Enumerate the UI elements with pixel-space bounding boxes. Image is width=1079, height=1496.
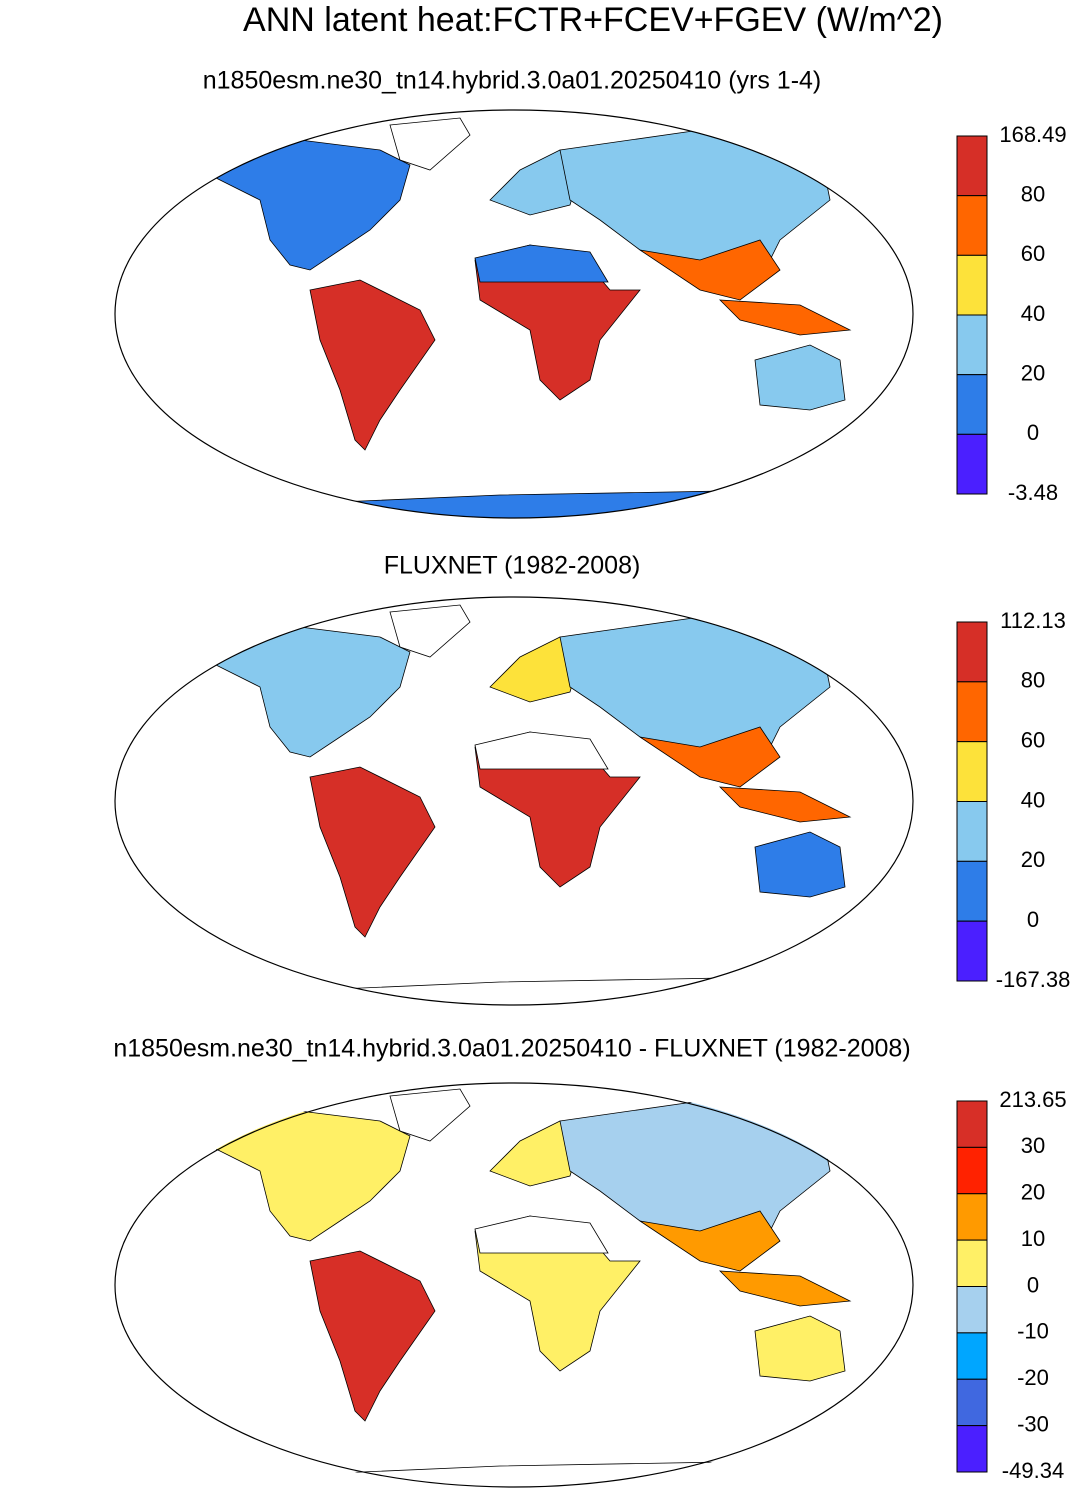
colorbar-label: 20 — [1021, 1180, 1045, 1205]
colorbar-box — [956, 860, 988, 922]
colorbar-label: 30 — [1021, 1133, 1045, 1158]
colorbar-label: 60 — [1021, 241, 1045, 266]
colorbar-label: 80 — [1021, 668, 1045, 693]
colorbar-label: -167.38 — [996, 967, 1071, 992]
panel-subtitle: n1850esm.ne30_tn14.hybrid.3.0a01.2025041… — [203, 67, 822, 95]
colorbar-box — [956, 920, 988, 982]
map-panel — [114, 109, 914, 520]
colorbar-box — [956, 1378, 988, 1427]
colorbar-label: -20 — [1017, 1365, 1049, 1390]
colorbar-box — [956, 801, 988, 862]
colorbar-box — [956, 433, 988, 495]
colorbar-box — [956, 681, 988, 743]
colorbar-box — [956, 1332, 988, 1380]
colorbar-label: 40 — [1021, 301, 1045, 326]
colorbar-label: 0 — [1027, 420, 1039, 445]
colorbar-box — [956, 1425, 988, 1473]
colorbar-label: 40 — [1021, 787, 1045, 812]
colorbar-box — [956, 621, 988, 683]
colorbar-box — [956, 195, 988, 256]
colorbar-label: 80 — [1021, 181, 1045, 206]
colorbar-label: 168.49 — [999, 122, 1066, 147]
panel-subtitle: n1850esm.ne30_tn14.hybrid.3.0a01.2025041… — [113, 1035, 910, 1063]
colorbar-label: -49.34 — [1002, 1458, 1064, 1483]
map-panel — [114, 596, 914, 1007]
colorbar-label: 0 — [1027, 907, 1039, 932]
colorbar-box — [956, 1286, 988, 1334]
colorbar-label: 20 — [1021, 360, 1045, 385]
colorbar-label: -10 — [1017, 1319, 1049, 1344]
map-panel — [114, 1082, 914, 1491]
colorbar-box — [956, 1193, 988, 1241]
colorbar-label: 60 — [1021, 727, 1045, 752]
colorbar-label: 10 — [1021, 1226, 1045, 1251]
colorbar-box — [956, 1100, 988, 1148]
panel-subtitle: FLUXNET (1982-2008) — [384, 552, 641, 580]
colorbar-box — [956, 254, 988, 316]
colorbar-label: -3.48 — [1008, 480, 1058, 505]
figure-title: ANN latent heat:FCTR+FCEV+FGEV (W/m^2) — [243, 1, 943, 39]
colorbar-label: 213.65 — [999, 1087, 1066, 1112]
colorbar-box — [956, 374, 988, 435]
colorbar-box — [956, 1239, 988, 1287]
colorbar-box — [956, 135, 988, 197]
colorbar-box — [956, 1146, 988, 1195]
colorbar-box — [956, 314, 988, 376]
colorbar-label: 112.13 — [1000, 608, 1066, 633]
colorbar-label: 0 — [1027, 1272, 1039, 1297]
colorbar-label: 20 — [1021, 847, 1045, 872]
colorbar-box — [956, 741, 988, 803]
colorbar-label: -30 — [1017, 1411, 1049, 1436]
